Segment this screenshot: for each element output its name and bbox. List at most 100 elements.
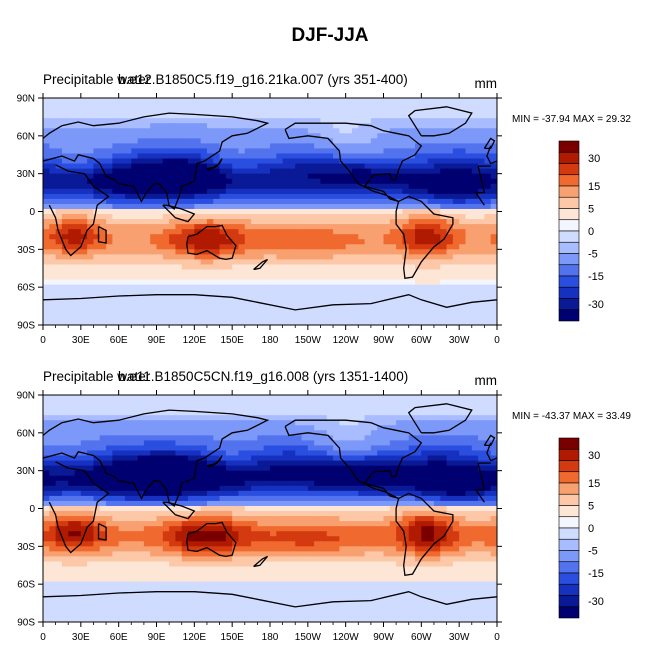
panel-2-field-cell (156, 405, 164, 411)
panel-2-field-cell (415, 460, 422, 467)
panel-1-field-cell (402, 214, 410, 220)
panel-2-field-cell (61, 465, 69, 472)
panel-1-field-cell (383, 274, 391, 281)
panel-1-field-cell (383, 214, 391, 220)
panel-1-field-cell (295, 239, 303, 245)
panel-1-field-cell (74, 294, 82, 301)
panel-2-field-cell (225, 415, 233, 421)
panel-2-field-cell (131, 425, 139, 431)
panel-1-field-cell (333, 249, 340, 255)
panel-1-field-cell (244, 178, 252, 185)
panel-2-field-cell (459, 450, 467, 457)
panel-1-field-cell (301, 224, 309, 230)
panel-1-field-cell (244, 163, 252, 170)
panel-2-field-cell (112, 450, 120, 457)
panel-1-field-cell (351, 319, 359, 325)
panel-1-field-cell (169, 108, 177, 114)
panel-1-field-cell (49, 183, 57, 190)
panel-1-field-cell (333, 269, 340, 276)
panel-1-field-cell (396, 188, 404, 195)
panel-1-field-cell (43, 138, 50, 144)
panel-1-field-cell (484, 279, 492, 286)
panel-1-field-cell (276, 133, 284, 139)
panel-1-field-cell (219, 284, 227, 291)
panel-1-field-cell (446, 203, 454, 210)
panel-1-field-cell (295, 163, 303, 170)
panel-2-field-cell (43, 450, 50, 457)
panel-1-field-cell (232, 188, 240, 195)
panel-1-field-cell (408, 183, 416, 190)
panel-1-field-cell (396, 143, 404, 150)
panel-1-field-cell (402, 168, 410, 175)
panel-1-field-cell (440, 143, 448, 150)
panel-2-field-cell (194, 400, 202, 406)
panel-1-field-cell (408, 123, 416, 129)
panel-1-field-cell (200, 294, 208, 301)
panel-1-field-cell (93, 244, 101, 250)
panel-2-field-cell (351, 400, 359, 406)
panel-1-field-cell (74, 198, 82, 205)
panel-1-field-cell (370, 279, 378, 286)
panel-1-field-cell (49, 279, 57, 286)
panel-1-field-cell (61, 113, 69, 119)
panel-2-field-cell (61, 420, 69, 426)
panel-2-field-cell (118, 465, 126, 472)
panel-1-field-cell (270, 244, 277, 250)
panel-1-field-cell (181, 229, 189, 235)
panel-1-field-cell (408, 98, 416, 104)
panel-1-field-cell (87, 214, 95, 220)
panel-1-field-cell (377, 284, 385, 291)
panel-2-field-cell (219, 500, 227, 507)
panel-1-field-cell (131, 229, 139, 235)
panel-2-field-cell (396, 465, 404, 472)
panel-2-field-cell (106, 445, 113, 452)
panel-2-field-cell (143, 495, 151, 502)
panel-2-field-cell (93, 415, 101, 421)
panel-2-field-cell (68, 470, 76, 477)
panel-1-field-cell (440, 294, 448, 301)
panel-1-field-cell (288, 113, 296, 119)
panel-1-field-cell (99, 188, 107, 195)
panel-2-field-cell (188, 505, 195, 512)
panel-1-field-cell (49, 113, 57, 119)
panel-1-field-cell (188, 108, 195, 114)
panel-1-field-cell (370, 103, 378, 109)
panel-2-field-cell (389, 495, 397, 502)
panel-1-field-cell (68, 188, 76, 195)
panel-2-field-cell (433, 490, 441, 497)
panel-1-field-cell (225, 299, 233, 306)
panel-1-field-cell (490, 224, 497, 230)
panel-2-field-cell (364, 440, 372, 447)
panel-1-field-cell (396, 319, 404, 325)
panel-2-field-cell (377, 410, 385, 416)
panel-1-field-cell (326, 98, 334, 104)
panel-1-field-cell (301, 183, 309, 190)
panel-1-field-cell (484, 113, 492, 119)
panel-1-field-cell (415, 123, 422, 129)
panel-2-field-cell (43, 405, 50, 411)
panel-2-field-cell (402, 450, 410, 457)
panel-1-field-cell (206, 279, 214, 286)
panel-1-field-cell (396, 269, 404, 276)
panel-1-field-cell (446, 198, 454, 205)
panel-1-field-cell (131, 163, 139, 170)
panel-1-field-cell (124, 244, 132, 250)
panel-1-field-cell (219, 254, 227, 261)
panel-2-field-cell (364, 445, 372, 452)
panel-1-field-cell (87, 208, 95, 215)
panel-1-field-cell (339, 269, 347, 276)
panel-2-field-cell (270, 430, 277, 436)
panel-2-field-cell (358, 420, 366, 426)
panel-1-field-cell (225, 188, 233, 195)
panel-1-field-cell (194, 183, 202, 190)
panel-2-field-cell (314, 395, 322, 401)
panel-2-field-cell (112, 440, 120, 447)
panel-1-field-cell (364, 163, 372, 170)
panel-2-field-cell (421, 470, 429, 477)
panel-2-field-cell (74, 455, 82, 462)
panel-2-field-cell (143, 480, 151, 487)
panel-1-field-cell (80, 133, 88, 139)
panel-1-field-cell (478, 249, 485, 255)
panel-2-field-cell (61, 460, 69, 467)
panel-2-field-cell (433, 485, 441, 492)
